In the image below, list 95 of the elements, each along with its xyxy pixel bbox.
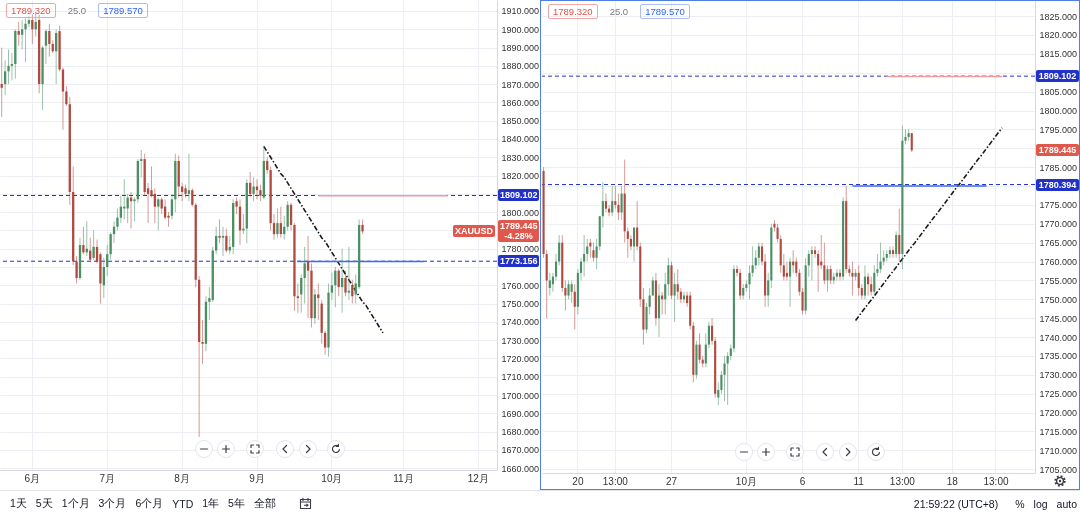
text: %: [1015, 497, 1025, 510]
x-tick-label: 13:00: [889, 475, 916, 487]
y-tick-label: 1705.000: [1039, 464, 1078, 475]
text: 3个月: [98, 496, 127, 511]
y-tick-label: 1745.000: [1039, 313, 1078, 324]
y-tick-label: 1710.000: [501, 372, 540, 383]
y-tick-label: 1735.000: [1039, 351, 1078, 362]
text: 5天: [35, 496, 53, 511]
y-tick-label: 1715.000: [1039, 426, 1078, 437]
y-tick-label: 1725.000: [1039, 389, 1078, 400]
x-tick-label: 8月: [174, 472, 190, 484]
y-tick-label: 1730.000: [1039, 370, 1078, 381]
y-tick-label: 1765.000: [1039, 238, 1078, 249]
text: 1年: [202, 496, 220, 511]
text: 1789.445: [1038, 145, 1077, 156]
text: 1天: [10, 496, 27, 511]
y-tick-label: 1690.000: [501, 408, 540, 419]
text: 1789.445: [500, 221, 538, 232]
annotation: 25.0: [608, 5, 630, 19]
y-tick-label: 1755.000: [1039, 275, 1078, 286]
x-tick-label: 20: [572, 475, 584, 487]
candlestick: [835, 268, 838, 281]
text: -4.28%: [503, 231, 534, 242]
y-tick-label: 1800.000: [1039, 106, 1078, 116]
x-tick-label: 13:00: [602, 475, 629, 487]
y-tick-label: 1680.000: [501, 427, 540, 438]
y-tick-label: 1775.000: [1039, 200, 1078, 211]
ref-line-label: 1773.156: [498, 255, 539, 268]
x-tick-label: 11: [853, 475, 865, 487]
ref-line-label: 1780.394: [1036, 178, 1079, 191]
y-tick-label: 1795.000: [1039, 124, 1078, 135]
text: log: [1033, 497, 1048, 510]
x-tick-label: 12月: [467, 472, 489, 484]
annotation: 25.0: [66, 4, 88, 18]
y-tick-label: 1730.000: [501, 335, 540, 346]
y-tick-label: 1890.000: [501, 43, 540, 54]
text: auto: [1056, 497, 1077, 510]
y-tick-label: 1805.000: [1039, 87, 1078, 98]
annotation: 1789.320: [6, 3, 56, 18]
y-tick-label: 1710.000: [1039, 445, 1078, 456]
x-tick-label: 10月: [321, 472, 343, 484]
y-tick-label: 1770.000: [1039, 219, 1078, 230]
y-tick-label: 1740.000: [1039, 332, 1078, 343]
y-tick-label: 1700.000: [501, 390, 540, 401]
y-tick-label: 1840.000: [501, 134, 540, 145]
line-series: [854, 127, 1004, 322]
x-tick-label: 10月: [735, 475, 757, 487]
text: 5年: [228, 496, 245, 511]
y-tick-label: 1830.000: [501, 152, 540, 163]
annotation: 1789.570: [98, 3, 148, 18]
y-tick-label: 1910.000: [501, 6, 540, 17]
y-tick-label: 1820.000: [501, 171, 540, 182]
y-tick-label: 1870.000: [501, 79, 540, 90]
y-tick-label: 1785.000: [1039, 162, 1078, 173]
annotation: 1789.570: [640, 4, 690, 19]
y-tick-label: 1760.000: [501, 280, 540, 291]
x-tick-label: 11月: [393, 472, 414, 484]
y-tick-label: 1860.000: [501, 97, 540, 108]
y-tick-label: 1815.000: [1039, 49, 1078, 60]
y-tick-label: 1740.000: [501, 317, 540, 328]
y-tick-label: 1880.000: [501, 61, 540, 72]
candlestick: [735, 264, 739, 278]
candlestick: [813, 245, 817, 259]
ref-line-label: 1809.102: [498, 189, 539, 202]
x-tick-label: 27: [665, 475, 678, 487]
y-tick-label: 1825.000: [1039, 11, 1078, 22]
text: YTD: [172, 497, 194, 510]
y-tick-label: 1720.000: [1039, 408, 1078, 419]
y-tick-label: 1850.000: [501, 116, 540, 127]
y-tick-label: 1720.000: [501, 353, 540, 364]
ref-line-label: 1809.102: [1036, 70, 1079, 83]
y-tick-label: 1900.000: [501, 24, 540, 35]
text: 1个月: [61, 496, 90, 511]
y-tick-label: 1760.000: [1039, 257, 1078, 268]
y-tick-label: 1800.000: [501, 207, 540, 218]
x-tick-label: 18: [946, 475, 959, 487]
annotation: XAUUSD: [452, 225, 495, 238]
x-tick-label: 6月: [24, 472, 41, 484]
y-tick-label: 1750.000: [1039, 294, 1078, 305]
x-tick-label: 9月: [249, 472, 265, 484]
annotation: 1789.320: [548, 4, 598, 19]
text: 全部: [253, 496, 276, 511]
candlestick: [27, 15, 31, 28]
x-tick-label: 13:00: [983, 475, 1009, 487]
y-tick-label: 1820.000: [1039, 30, 1078, 41]
y-tick-label: 1780.000: [501, 244, 540, 255]
x-tick-label: 6: [799, 475, 806, 487]
y-tick-label: 1750.000: [501, 299, 540, 310]
candlestick: [888, 245, 891, 259]
y-tick-label: 1660.000: [501, 463, 540, 474]
text: 6个月: [135, 496, 164, 511]
line-series: [263, 145, 384, 334]
text: 21:59:22 (UTC+8): [913, 497, 999, 510]
x-tick-label: 7月: [99, 472, 116, 484]
y-tick-label: 1670.000: [501, 445, 540, 456]
